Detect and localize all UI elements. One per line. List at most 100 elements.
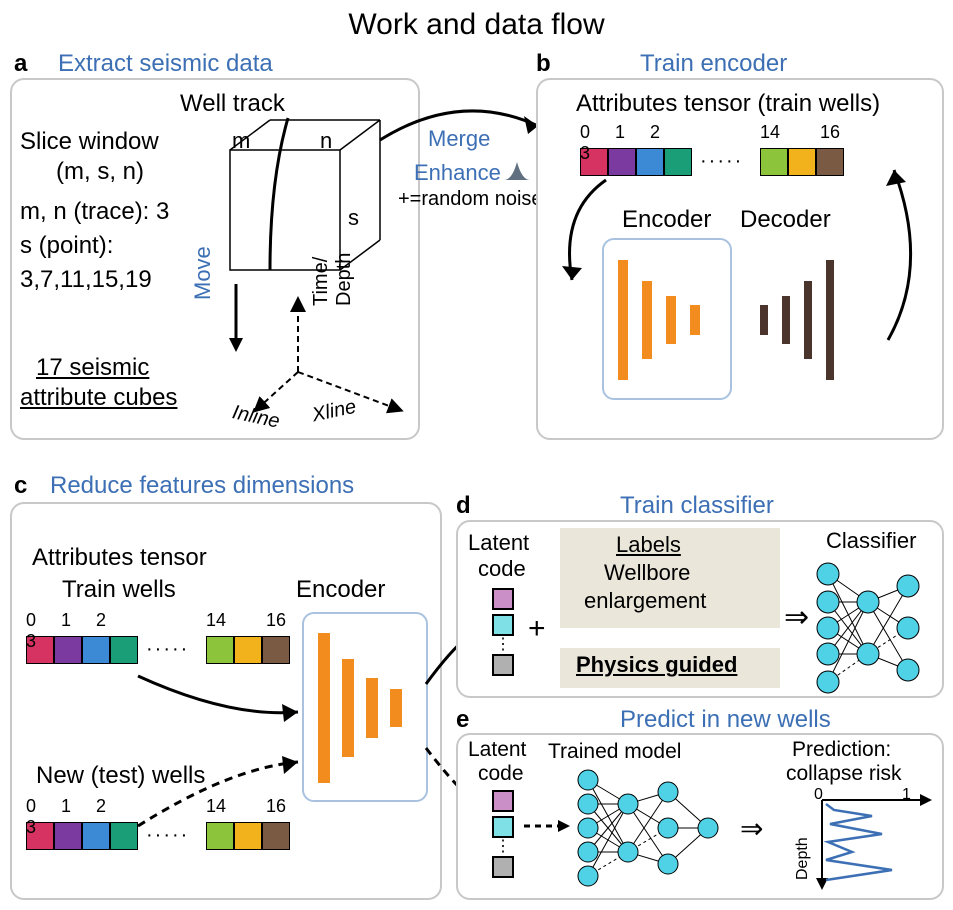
a-seventeen: 17 seismic [36,354,149,382]
attribute-block [234,636,262,664]
d-classifier: Classifier [826,528,916,554]
attr-labels-0123: 0 1 2 3 [580,122,692,164]
nn-bar [690,305,700,335]
panel-c-title: Reduce features dimensions [50,472,354,500]
nn-bar [826,260,834,380]
latent-square [492,654,514,676]
attribute-block [206,636,234,664]
attribute-block [760,148,788,176]
latent-square [492,816,514,838]
nn-bar [390,689,402,727]
main-title: Work and data flow [0,8,953,42]
attr-row [206,636,290,669]
d-plus: + [528,612,546,646]
a-mn-trace: m, n (trace): 3 [20,198,169,226]
b-attr-tensor: Attributes tensor (train wells) [576,90,880,118]
prediction-plot-icon [812,790,936,894]
a-time-depth2: Depth [333,253,356,306]
e-big-arrow: ⇒ [740,812,763,845]
panel-d-title: Train classifier [620,492,774,520]
panel-c-letter: c [14,472,27,500]
a-m: m [232,128,250,154]
arrow-to-encoder-dashed-icon [130,748,310,838]
cycle-arrow-right-icon [870,156,940,356]
panel-b-title: Train encoder [640,50,787,78]
a-s-point: s (point): [20,232,113,260]
d-latent: Latent [468,530,529,556]
nn-bar [760,305,768,335]
cycle-arrow-left-icon [552,172,622,292]
nn-classifier-icon [814,558,944,698]
a-time-depth: Time/ [310,257,333,306]
vdots-icon: ⋮ [492,842,514,852]
d-physics: Physics guided [576,652,737,678]
latent-square [492,588,514,610]
panel-d-letter: d [456,492,471,520]
vdots-icon: ⋮ [492,640,514,650]
panel-b-letter: b [536,50,551,78]
nn-bar [782,296,790,344]
enhance-label: Enhance [414,160,501,186]
b-decoder-label: Decoder [740,206,831,234]
panel-a-title: Extract seismic data [58,50,273,78]
attr-label-14: 14 [760,122,780,143]
a-move: Move [190,246,216,300]
d-code: code [478,556,526,582]
encoder-bars-c [318,628,402,788]
nn-trained-icon [574,766,734,896]
attr-row [760,148,844,181]
noise-peak-icon [502,158,532,184]
panel-e-letter: e [456,706,469,734]
e-collapse: collapse risk [786,762,902,786]
nn-bar [366,678,378,738]
encoder-bars [618,250,700,390]
latent-squares-d: ⋮ [492,588,514,680]
panel-e-title: Predict in new wells [620,706,831,734]
attr-label-c16a: 16 [266,610,286,631]
nn-bar [804,281,812,359]
noise-label: +=random noise [398,188,543,211]
latent-squares-e: ⋮ [492,790,514,882]
c-encoder-label: Encoder [296,576,385,604]
a-slice-dims: (m, s, n) [56,158,144,186]
latent-square [492,856,514,878]
arrow-e-dashed-icon [522,818,572,834]
nn-bar [318,633,330,783]
latent-square [492,614,514,636]
attr-label-16: 16 [820,122,840,143]
d-big-arrow: ⇒ [784,600,809,635]
panel-a-letter: a [14,50,27,78]
c-attr-tensor: Attributes tensor [32,544,207,572]
dots-icon: ····· [146,638,189,661]
attribute-block [262,636,290,664]
e-prediction: Prediction: [792,738,891,762]
attr-labels-c1: 0 1 2 3 [26,610,138,652]
dots-icon: ····· [700,150,743,173]
e-trained: Trained model [548,740,681,764]
a-n: n [320,128,332,154]
move-arrow-icon [225,280,247,354]
nn-bar [666,296,676,344]
a-attribute-cubes: attribute cubes [20,384,177,412]
d-labels: Labels [616,532,681,558]
latent-square [492,790,514,812]
attribute-block [788,148,816,176]
arrow-to-encoder-solid-icon [130,668,310,728]
a-slice-window: Slice window [20,128,159,156]
attr-labels-c2: 0 1 2 3 [26,796,138,838]
nn-bar [642,281,652,359]
b-encoder-label: Encoder [622,206,711,234]
decoder-bars [760,250,834,390]
c-train-wells: Train wells [62,576,176,604]
attribute-block [816,148,844,176]
d-wellbore: Wellbore [604,560,690,586]
nn-bar [342,659,354,757]
e-latent: Latent [468,738,526,762]
merge-label: Merge [428,126,490,152]
a-s-values: 3,7,11,15,19 [20,266,152,294]
e-depth: Depth [794,837,812,880]
a-s: s [348,205,359,231]
d-enlargement: enlargement [584,588,706,614]
e-code: code [478,762,524,786]
attr-label-c14a: 14 [206,610,226,631]
